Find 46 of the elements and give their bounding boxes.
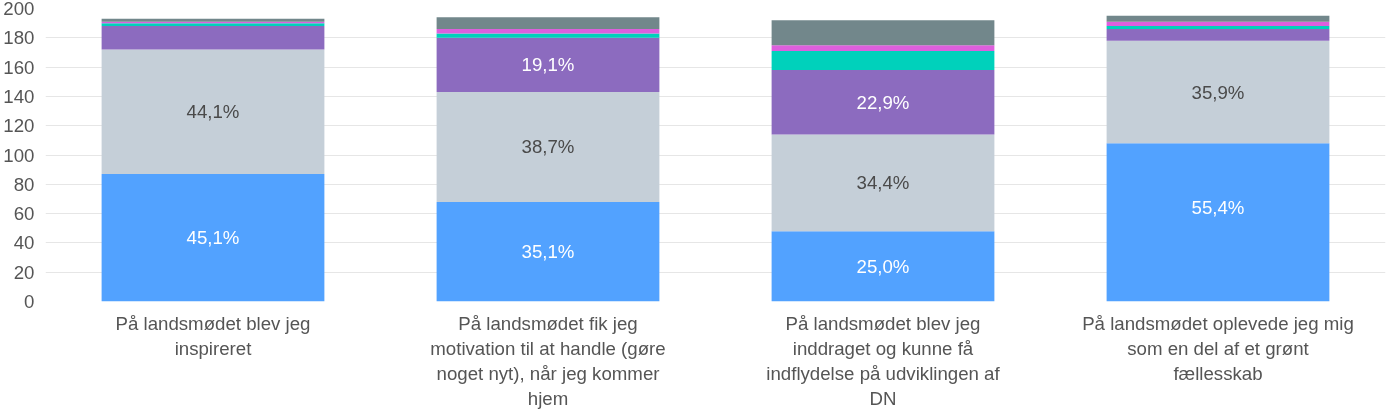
bar: [101, 49, 325, 175]
annotation: 25,0%: [856, 255, 910, 277]
annotation: 45,1%: [186, 227, 240, 249]
annotation: 35,9%: [1191, 81, 1245, 103]
bar: [101, 26, 325, 50]
bar: [436, 201, 660, 302]
bar: [771, 134, 995, 232]
bar: [771, 45, 995, 51]
y-tick-label: 180: [3, 27, 35, 49]
bar: [771, 50, 995, 71]
y-tick-label: 20: [13, 261, 35, 283]
bar: [771, 231, 995, 302]
x-tick-label: På landsmødet blev jeg inddraget og kunne få indflydelse på udviklingen af DN: [766, 312, 1001, 410]
annotation: 38,7%: [521, 136, 575, 158]
y-tick-label: 120: [3, 115, 35, 137]
y-tick-label: 0: [24, 291, 35, 312]
bar: [771, 70, 995, 135]
bar: [771, 20, 995, 46]
bar: [1106, 26, 1330, 30]
y-tick-label: 160: [3, 56, 35, 78]
x-tick-label: På landsmødet fik jeg motivation til at handle (gøre noget nyt), når jeg kommer hjem: [430, 312, 666, 410]
annotation: 55,4%: [1191, 197, 1245, 219]
x-tick-label: På landsmødet blev jeg inspireret: [115, 312, 311, 359]
y-tick-label: 40: [13, 232, 35, 254]
annotation: 34,4%: [856, 172, 910, 194]
annotation: 35,1%: [521, 241, 575, 263]
y-tick-label: 80: [13, 173, 35, 195]
y-tick-label: 100: [3, 144, 35, 166]
annotation: 44,1%: [186, 101, 240, 123]
bar: [436, 92, 660, 202]
bar: [1106, 21, 1330, 27]
bar: [436, 33, 660, 38]
bar: [1106, 29, 1330, 41]
bar: [1106, 143, 1330, 302]
bar: [101, 174, 325, 302]
bar: [436, 37, 660, 92]
bar: [1106, 15, 1330, 22]
bar: [436, 17, 660, 30]
bar: [436, 29, 660, 34]
annotation: 19,1%: [521, 54, 575, 76]
bar: [1106, 40, 1330, 144]
y-tick-label: 140: [3, 85, 35, 107]
y-tick-label: 60: [13, 203, 35, 225]
annotation: 22,9%: [856, 91, 910, 113]
y-tick-label: 200: [3, 0, 35, 19]
x-tick-label: På landsmødet oplevede jeg mig som en del af et grønt fællesskab: [1082, 312, 1354, 384]
